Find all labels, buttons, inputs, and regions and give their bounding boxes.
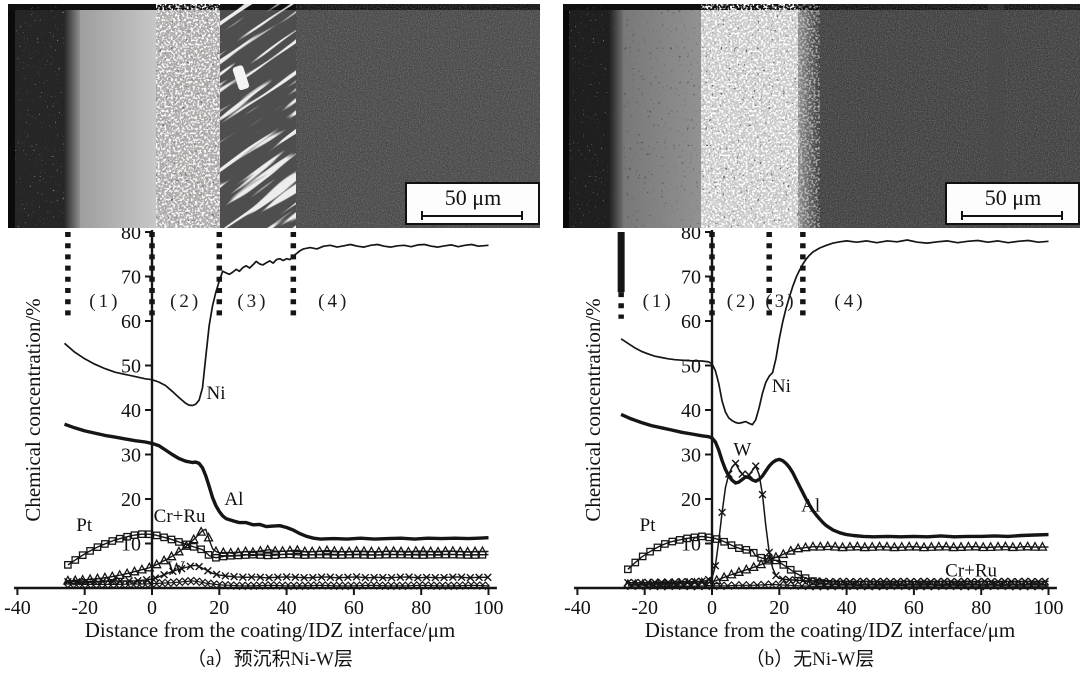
curve-label-Pt: Pt — [640, 515, 657, 536]
series-unlabeled — [63, 576, 490, 591]
x-tick-label: 80 — [411, 597, 431, 619]
micro-overlay — [623, 4, 701, 228]
y-tick-label: 70 — [681, 267, 701, 289]
caption-b: （b）无Ni-W层 — [745, 649, 875, 670]
caption-a: （a）预沉积Ni-W层 — [187, 649, 353, 670]
curve-label-Ni: Ni — [207, 383, 226, 404]
series-Cr+Ru — [62, 526, 489, 585]
y-tick-label: 50 — [681, 356, 701, 378]
curve-label-Pt: Pt — [76, 515, 93, 536]
region-label: (2) — [727, 291, 758, 312]
y-tick-label: 80 — [681, 228, 701, 244]
y-tick-label: 40 — [121, 400, 141, 422]
micro-overlay — [220, 4, 296, 228]
scale-line — [961, 211, 1063, 220]
micro-zone — [609, 4, 623, 228]
micro-overlay — [569, 4, 609, 228]
series-W — [63, 562, 492, 586]
region-label: (1) — [643, 291, 674, 312]
x-tick-label: 40 — [837, 597, 857, 619]
x-tick-label: 0 — [707, 597, 717, 619]
x-tick-label: 0 — [147, 597, 157, 619]
region-label: (3) — [237, 291, 268, 312]
curve-label-Ni: Ni — [772, 376, 791, 397]
curve-label-Al: Al — [801, 495, 820, 516]
curve-label-W: W — [733, 439, 751, 460]
y-tick-label: 30 — [681, 445, 701, 467]
panel-a: 50 μm (1) (2) (3) (4) -40 -20 0 20 40 60 80 100 10 20… — [4, 4, 540, 670]
panel-b: 50 μm (1) (2) (3) (4) -40 -20 0 20 40 60 80 100 10 20… — [540, 0, 1080, 681]
y-tick-label: 40 — [681, 400, 701, 422]
y-tick-label: 80 — [121, 228, 141, 244]
region-label: (4) — [834, 291, 865, 312]
micro-zone — [64, 4, 80, 228]
y-tick-label: 60 — [121, 311, 141, 333]
y-tick-label: 30 — [121, 445, 141, 467]
curve-label-Cr+Ru: Cr+Ru — [154, 506, 206, 527]
micro-zone — [80, 4, 156, 228]
y-tick-label: 20 — [681, 489, 701, 511]
x-tick-label: -40 — [564, 597, 591, 619]
series-Al — [620, 412, 1049, 539]
curve-label-W: W — [167, 558, 185, 579]
x-axis-title: Distance from the coating/IDZ interface/… — [645, 618, 1015, 642]
micrograph-a: 50 μm — [8, 4, 540, 228]
x-tick-label: 20 — [769, 597, 789, 619]
x-tick-label: -40 — [4, 597, 31, 619]
scale-bar: 50 μm — [405, 182, 540, 225]
x-axis-title: Distance from the coating/IDZ interface/… — [85, 618, 455, 642]
y-tick-label: 60 — [681, 311, 701, 333]
micro-overlay — [988, 4, 1004, 228]
micro-overlay — [15, 4, 64, 228]
bright-particle — [232, 65, 250, 91]
x-tick-label: 60 — [904, 597, 924, 619]
micro-overlay — [156, 4, 220, 228]
region-label: (2) — [170, 291, 201, 312]
region-label: (3) — [765, 291, 796, 312]
region-label: (4) — [318, 291, 349, 312]
micro-zone — [8, 4, 15, 228]
region-label: (1) — [89, 291, 120, 312]
scale-label: 50 μm — [445, 185, 501, 210]
x-tick-label: 100 — [474, 597, 504, 619]
series-Al — [63, 422, 489, 541]
x-tick-label: 60 — [344, 597, 364, 619]
series-Ni — [63, 243, 489, 407]
curve-label-Al: Al — [224, 489, 243, 510]
x-tick-label: -20 — [71, 597, 98, 619]
micro-overlay — [701, 4, 798, 228]
micro-zone — [563, 4, 569, 228]
y-axis-title: Chemical concentration/% — [581, 298, 605, 521]
x-tick-label: 100 — [1034, 597, 1064, 619]
micrograph-b: 50 μm — [563, 4, 1080, 228]
series-Ni — [620, 239, 1049, 426]
y-axis-title: Chemical concentration/% — [21, 298, 45, 521]
x-tick-label: 20 — [209, 597, 229, 619]
x-tick-label: -20 — [631, 597, 658, 619]
series-unlabeled — [623, 580, 1049, 591]
chart-b: (1) (2) (3) (4)-40 -20 0 20 40 60 80 1001020304050… — [564, 228, 1064, 642]
chart-a: (1) (2) (3) (4)-40 -20 0 20 40 60 80 1001020304050… — [4, 228, 504, 642]
x-tick-label: 40 — [277, 597, 297, 619]
curve-label-Cr+Ru: Cr+Ru — [945, 560, 997, 581]
y-tick-label: 70 — [121, 267, 141, 289]
micro-overlay — [798, 4, 820, 228]
scale-line — [421, 211, 523, 220]
scale-label: 50 μm — [985, 185, 1041, 210]
x-tick-label: 80 — [971, 597, 991, 619]
y-tick-label: 50 — [121, 356, 141, 378]
scale-bar: 50 μm — [945, 182, 1080, 225]
y-tick-label: 20 — [121, 489, 141, 511]
